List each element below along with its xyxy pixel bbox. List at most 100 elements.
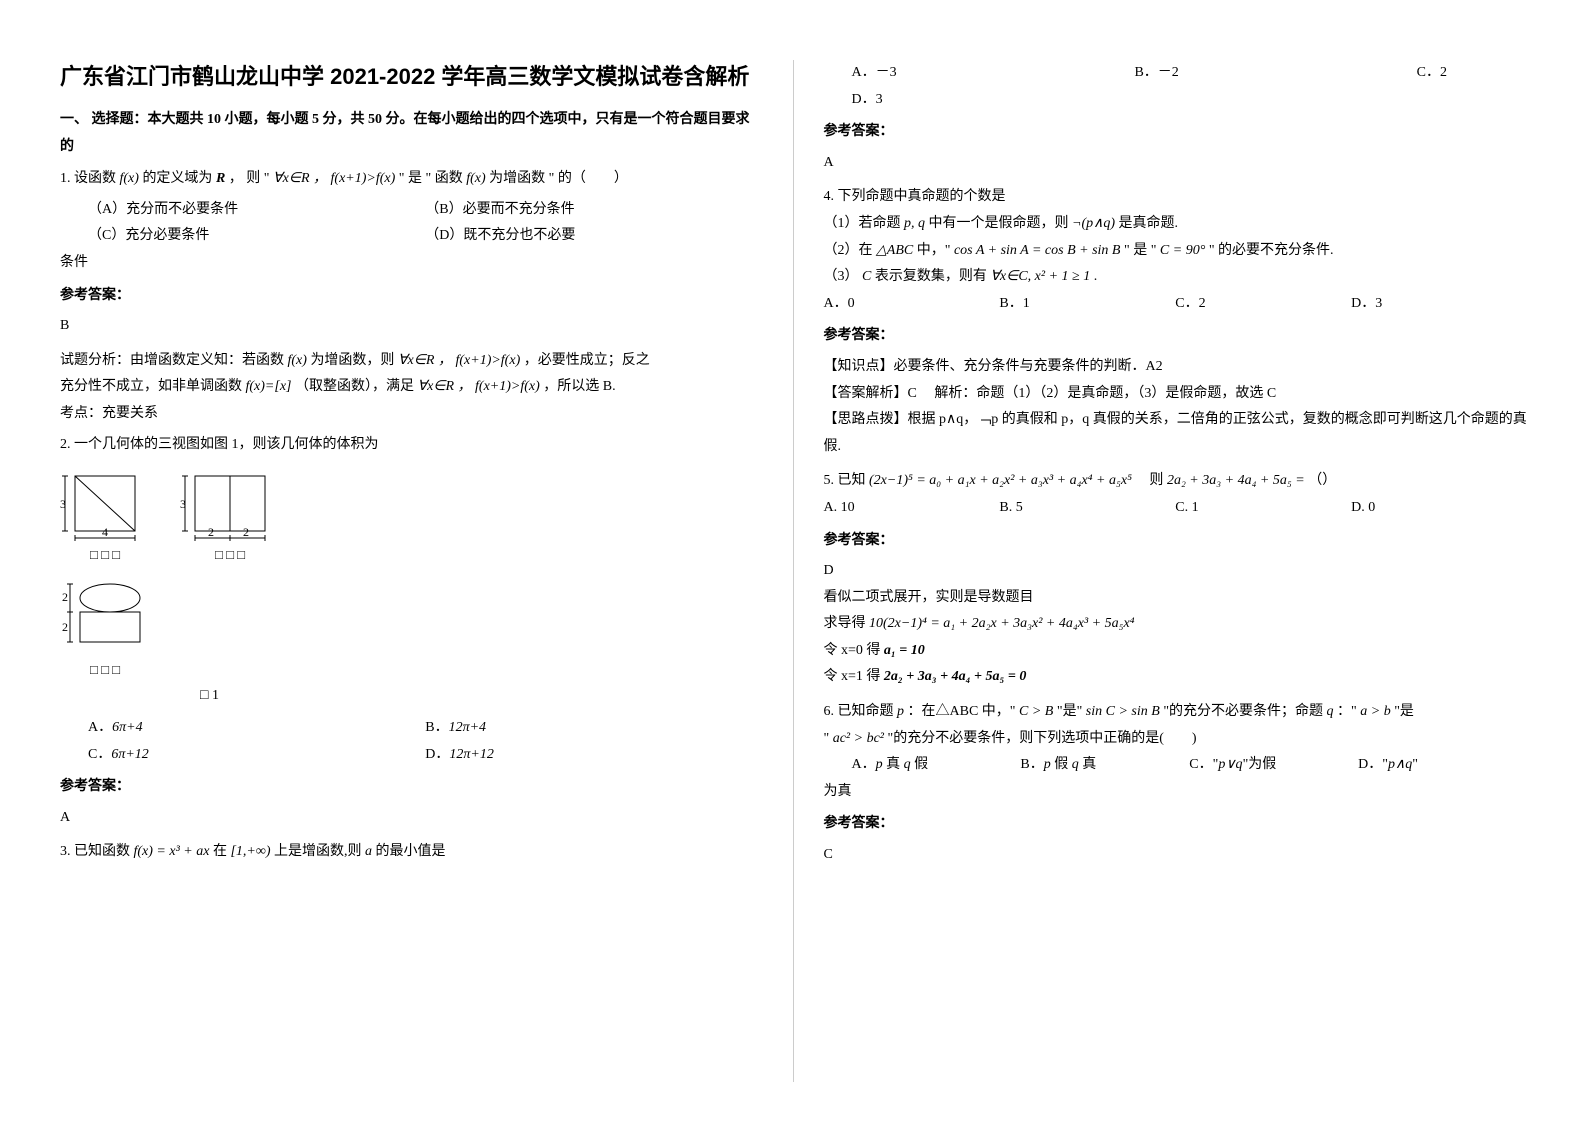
q6-ans: C (824, 842, 1528, 869)
q4-s3: （3） C 表示复数集，则有 ∀x∈C, x² + 1 ≥ 1 . (824, 264, 1528, 291)
q1-fx2: f(x) (466, 171, 485, 186)
q6Db: " (1412, 757, 1418, 772)
q5e3f: a₁ = 10 (884, 643, 925, 658)
q5-optA: A. 10 (824, 495, 1000, 522)
q6s2b: "的充分不必要条件，则下列选项中正确的是( ) (888, 731, 1197, 746)
q6a: 6. 已知命题 (824, 704, 894, 719)
q2-options: A．6π+4 B．12π+4 C．6π+12 D．12π+12 (60, 715, 763, 768)
q1-e-f1: f(x) (288, 353, 307, 368)
q6c4: ac² > bc² (833, 731, 884, 746)
q4s2tri: △ABC (876, 243, 913, 258)
q6Ca: C．" (1189, 757, 1218, 772)
q4s1b: 中有一个是假命题，则 (929, 216, 1069, 231)
q6Ba: B． (1020, 757, 1043, 772)
q4-stem: 4. 下列命题中真命题的个数是 (824, 184, 1528, 211)
q1-text-d: " 是 " 函数 (399, 171, 466, 186)
triview-top-icon: 2 2 (60, 576, 150, 656)
q3-optA: A．－3 (852, 60, 897, 87)
q4s3b: 表示复数集，则有 (875, 269, 987, 284)
q6-optB: B．p 假 q 真 (1020, 752, 1189, 779)
q4s3c: . (1094, 269, 1098, 284)
q1-optD-tail: 条件 (60, 250, 763, 277)
q2-cap2: □ □ □ (180, 543, 280, 568)
q5b: 则 (1135, 473, 1163, 488)
q5-stem: 5. 已知 (2x−1)⁵ = a₀ + a₁x + a₂x² + a₃x³ +… (824, 468, 1528, 495)
q4s1c: 是真命题. (1119, 216, 1179, 231)
q4s2C: C = 90° (1160, 243, 1205, 258)
q6Df: p∧q (1388, 757, 1412, 772)
q6b: ：在△ABC 中，" (908, 704, 1016, 719)
q3-stem: 3. 已知函数 f(x) = x³ + ax 在 [1,+∞) 上是增函数,则 … (60, 839, 763, 866)
q5-e1: 看似二项式展开，实则是导数题目 (824, 585, 1528, 612)
doc-title: 广东省江门市鹤山龙山中学 2021-2022 学年高三数学文模拟试卷含解析 (60, 60, 763, 93)
q6Bd: q (1072, 757, 1079, 772)
q6Ac: 真 (883, 757, 904, 772)
q2-ans-label: 参考答案： (60, 774, 763, 801)
q1-expl-tail: 考点：充要关系 (60, 401, 763, 428)
q1-R: R (216, 171, 225, 186)
q6-optA: A．p 真 q 假 (852, 752, 1021, 779)
q4s1pq: p, q (904, 216, 925, 231)
q1-e-f: ，所以选 B. (543, 379, 615, 394)
q5e4f: 2a₂ + 3a₃ + 4a₄ + 5a₅ = 0 (884, 669, 1026, 684)
q3-opts-line1: A．－3 B．－2 C．2 (824, 60, 1528, 87)
q2-optD: D．12π+12 (425, 742, 762, 769)
q4-optD: D．3 (1351, 291, 1527, 318)
q4s3a: （3） (824, 269, 859, 284)
q1-text-b: 的定义域为 (142, 171, 212, 186)
q5-optC: C. 1 (1175, 495, 1351, 522)
q2-optB: B．12π+4 (425, 715, 762, 742)
q1-optD: （D）既不充分也不必要 (425, 223, 762, 250)
q5-optD: D. 0 (1351, 495, 1527, 522)
q1-expl-1: 试题分析：由增函数定义知：若函数 f(x) 为增函数，则 ∀x∈R ， f(x+… (60, 348, 763, 375)
q1-expl-2: 充分性不成立，如非单调函数 f(x)=[x] （取整函数），满足 ∀x∈R ， … (60, 374, 763, 401)
q5e4a: 令 x=1 得 (824, 669, 881, 684)
q4-k3: 【思路点拨】根据 p∧q，﹁p 的真假和 p，q 真假的关系，二倍角的正弦公式，… (824, 407, 1528, 460)
q6Ab: p (876, 757, 883, 772)
q5e3a: 令 x=0 得 (824, 643, 881, 658)
q6Da: D．" (1358, 757, 1388, 772)
q3-optB: B．－2 (1134, 60, 1178, 87)
svg-text:4: 4 (102, 525, 108, 539)
q3-b: 在 (213, 844, 227, 859)
q6c2: sin C > sin B (1086, 704, 1160, 719)
q4-k2: 【答案解析】C 解析：命题（1）（2）是真命题，（3）是假命题，故选 C (824, 381, 1528, 408)
q1-e-cond2: ∀x∈R ， f(x+1)>f(x) (418, 379, 540, 394)
q6-line2: " ac² > bc² "的充分不必要条件，则下列选项中正确的是( ) (824, 726, 1528, 753)
q5exp: (2x−1)⁵ = a₀ + a₁x + a₂x² + a₃x³ + a₄x⁴ … (869, 473, 1132, 488)
svg-text:3: 3 (60, 497, 66, 511)
q4-optA: A．0 (824, 291, 1000, 318)
q1-optA: （A）充分而不必要条件 (88, 197, 425, 224)
q4-ans-label: 参考答案： (824, 323, 1528, 350)
q2-ans: A (60, 805, 763, 832)
q6c3: a > b (1360, 704, 1390, 719)
q6Ad: q (904, 757, 911, 772)
q1-e-e: （取整函数），满足 (295, 379, 414, 394)
q2-C-lbl: C． (88, 747, 111, 762)
left-column: 广东省江门市鹤山龙山中学 2021-2022 学年高三数学文模拟试卷含解析 一、… (30, 60, 794, 1082)
svg-text:2: 2 (62, 620, 68, 634)
q6q: q (1327, 704, 1334, 719)
q3-int: [1,+∞) (230, 844, 270, 859)
q5t: 2a₂ + 3a₃ + 4a₄ + 5a₅ = (1167, 473, 1305, 488)
q1-text-a: 1. 设函数 (60, 171, 116, 186)
q1-e-a: 试题分析：由增函数定义知：若函数 (60, 353, 284, 368)
q1-e-b: 为增函数，则 (310, 353, 394, 368)
q5-e3: 令 x=0 得 a₁ = 10 (824, 638, 1528, 665)
q3-d: 的最小值是 (376, 844, 446, 859)
q1-text-c: ， 则 " (229, 171, 273, 186)
q6Cb: "为假 (1243, 757, 1277, 772)
q3-optD: D．3 (824, 87, 1528, 114)
q4s1neg: ¬(p∧q) (1072, 216, 1115, 231)
q6c1: C > B (1019, 704, 1053, 719)
q3-optC: C．2 (1417, 60, 1447, 87)
q3-a: 3. 已知函数 (60, 844, 130, 859)
triview-front-icon: 3 4 (60, 466, 150, 541)
q4-optC: C．2 (1175, 291, 1351, 318)
q4s2a: （2）在 (824, 243, 873, 258)
q6c: "是" (1057, 704, 1082, 719)
q4-k1: 【知识点】必要条件、充分条件与充要条件的判断．A2 (824, 354, 1528, 381)
q5e2f: 10(2x−1)⁴ = a₁ + 2a₂x + 3a₃x² + 4a₄x³ + … (869, 616, 1135, 631)
q6-line1: 6. 已知命题 p ：在△ABC 中，" C > B "是" sin C > s… (824, 699, 1528, 726)
q5c: （） (1308, 473, 1336, 488)
